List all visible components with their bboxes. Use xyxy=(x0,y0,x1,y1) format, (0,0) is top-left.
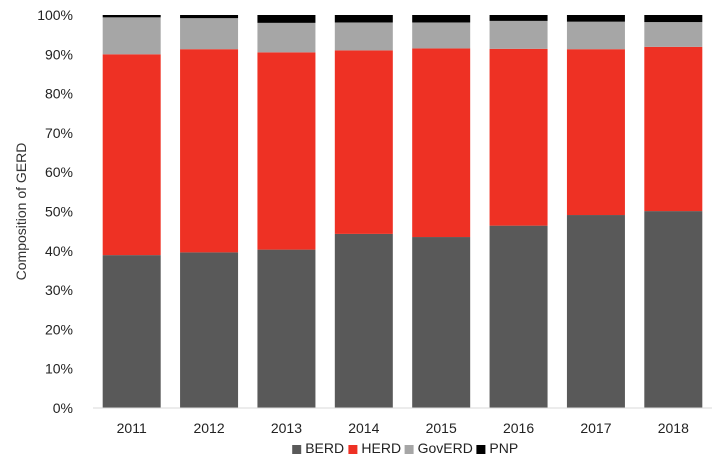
legend-label: HERD xyxy=(361,440,401,456)
bar-segment-berd-2012 xyxy=(180,252,239,408)
bar-segment-goverd-2018 xyxy=(644,22,703,47)
y-tick-label: 50% xyxy=(45,204,73,220)
bar-segment-herd-2011 xyxy=(102,54,161,256)
bar-segment-herd-2017 xyxy=(566,49,625,216)
bar-segment-goverd-2013 xyxy=(257,22,316,53)
bar-segment-goverd-2015 xyxy=(412,22,471,49)
legend-item-pnp: PNP xyxy=(476,440,518,456)
bar-segment-pnp-2012 xyxy=(180,15,239,19)
bar-segment-berd-2014 xyxy=(334,233,393,408)
bar-segment-berd-2017 xyxy=(566,215,625,408)
x-tick-label: 2012 xyxy=(193,420,224,436)
bar-segment-pnp-2013 xyxy=(257,15,316,23)
y-tick-label: 80% xyxy=(45,86,73,102)
bar-segment-berd-2011 xyxy=(102,255,161,408)
x-tick-label: 2014 xyxy=(348,420,379,436)
y-tick-label: 30% xyxy=(45,282,73,298)
legend-label: BERD xyxy=(305,440,344,456)
y-tick-label: 90% xyxy=(45,46,73,62)
bar-segment-pnp-2018 xyxy=(644,15,703,23)
y-tick-label: 60% xyxy=(45,164,73,180)
bar-segment-herd-2012 xyxy=(180,49,239,253)
bar-segment-berd-2015 xyxy=(412,237,471,408)
y-tick-label: 40% xyxy=(45,243,73,259)
x-tick-label: 2013 xyxy=(271,420,302,436)
bars xyxy=(102,15,703,408)
y-tick-label: 20% xyxy=(45,321,73,337)
bar-segment-berd-2016 xyxy=(489,225,548,408)
bar-segment-herd-2013 xyxy=(257,52,316,250)
bar-segment-goverd-2017 xyxy=(566,21,625,50)
x-tick-label: 2017 xyxy=(580,420,611,436)
bar-segment-pnp-2016 xyxy=(489,15,548,21)
bar-segment-berd-2018 xyxy=(644,211,703,408)
y-tick-label: 10% xyxy=(45,361,73,377)
legend-swatch xyxy=(476,445,486,454)
x-tick-label: 2018 xyxy=(658,420,689,436)
legend: BERD HERD GovERD PNP xyxy=(292,440,518,456)
bar-segment-pnp-2017 xyxy=(566,15,625,22)
y-axis: 0% 10% 20% 30% 40% 50% 60% 70% 80% 90% 100% xyxy=(37,7,73,416)
bar-segment-berd-2013 xyxy=(257,249,316,408)
bar-segment-goverd-2014 xyxy=(334,22,393,51)
bar-segment-herd-2018 xyxy=(644,46,703,212)
y-tick-label: 70% xyxy=(45,125,73,141)
bar-segment-herd-2015 xyxy=(412,48,471,238)
x-tick-label: 2016 xyxy=(503,420,534,436)
legend-swatch xyxy=(348,445,358,454)
bar-segment-pnp-2011 xyxy=(102,15,161,18)
y-tick-label: 100% xyxy=(37,7,73,23)
bar-segment-goverd-2011 xyxy=(102,17,161,55)
legend-item-goverd: GovERD xyxy=(404,440,473,456)
bar-segment-pnp-2015 xyxy=(412,15,471,23)
legend-item-herd: HERD xyxy=(348,440,401,456)
bar-segment-herd-2016 xyxy=(489,48,548,226)
y-axis-title: Composition of GERD xyxy=(13,143,29,281)
bar-segment-goverd-2016 xyxy=(489,20,548,49)
bar-segment-goverd-2012 xyxy=(180,18,239,50)
y-tick-label: 0% xyxy=(53,400,73,416)
bar-segment-herd-2014 xyxy=(334,50,393,234)
legend-item-berd: BERD xyxy=(292,440,344,456)
legend-swatch xyxy=(292,445,302,454)
legend-label: PNP xyxy=(489,440,518,456)
x-tick-label: 2011 xyxy=(117,420,147,436)
legend-label: GovERD xyxy=(418,440,473,456)
bar-segment-pnp-2014 xyxy=(334,15,393,23)
x-axis: 2011 2012 2013 2014 2015 2016 2017 2018 xyxy=(93,407,712,436)
legend-swatch xyxy=(404,445,414,454)
x-tick-label: 2015 xyxy=(426,420,457,436)
